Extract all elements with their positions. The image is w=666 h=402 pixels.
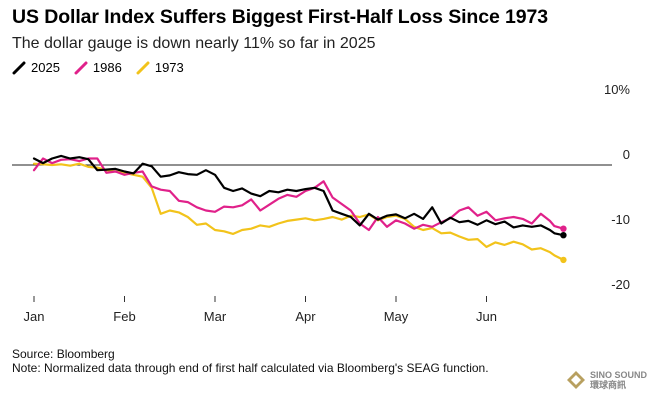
x-tick-label: Jun bbox=[476, 309, 497, 324]
legend-label: 1986 bbox=[92, 60, 122, 75]
y-tick-label: 0 bbox=[623, 147, 630, 162]
series-end-point-1973 bbox=[560, 256, 567, 264]
note-text: Note: Normalized data through end of fir… bbox=[12, 361, 489, 375]
y-tick-label: 10% bbox=[604, 82, 630, 97]
series-line-1986 bbox=[32, 157, 565, 232]
x-tick-label: Apr bbox=[295, 309, 316, 324]
series-end-point-1986 bbox=[560, 225, 567, 232]
series-line-1973 bbox=[32, 162, 565, 261]
x-tick-label: Mar bbox=[204, 309, 227, 324]
legend-item-2025: 2025 bbox=[12, 60, 60, 75]
diamond-logo-icon bbox=[566, 370, 586, 390]
watermark-line2: 環球商訊 bbox=[590, 380, 627, 390]
chart-legend: 2025 1986 1973 bbox=[12, 60, 198, 75]
x-tick-label: May bbox=[384, 309, 409, 324]
legend-item-1973: 1973 bbox=[136, 60, 184, 75]
line-chart: 10% 0 -10 -20 Jan Feb Mar Apr May Jun bbox=[12, 82, 630, 324]
legend-item-1986: 1986 bbox=[74, 60, 122, 75]
series-end-point-2025 bbox=[560, 232, 567, 239]
y-tick-label: -20 bbox=[611, 277, 630, 292]
x-tick-label: Feb bbox=[113, 309, 135, 324]
series-line-2025 bbox=[32, 154, 565, 237]
chart-subtitle: The dollar gauge is down nearly 11% so f… bbox=[12, 35, 376, 52]
watermark-line1: SINO SOUND bbox=[590, 370, 648, 380]
legend-swatch-icon bbox=[12, 61, 26, 75]
legend-swatch-icon bbox=[74, 61, 88, 75]
legend-label: 2025 bbox=[31, 60, 60, 75]
chart-title: US Dollar Index Suffers Biggest First-Ha… bbox=[12, 6, 549, 28]
y-tick-label: -10 bbox=[611, 212, 630, 227]
legend-label: 1973 bbox=[154, 60, 184, 75]
legend-swatch-icon bbox=[136, 61, 150, 75]
source-text: Source: Bloomberg bbox=[12, 347, 115, 361]
watermark-logo: SINO SOUND 環球商訊 bbox=[566, 370, 647, 390]
x-tick-label: Jan bbox=[24, 309, 45, 324]
